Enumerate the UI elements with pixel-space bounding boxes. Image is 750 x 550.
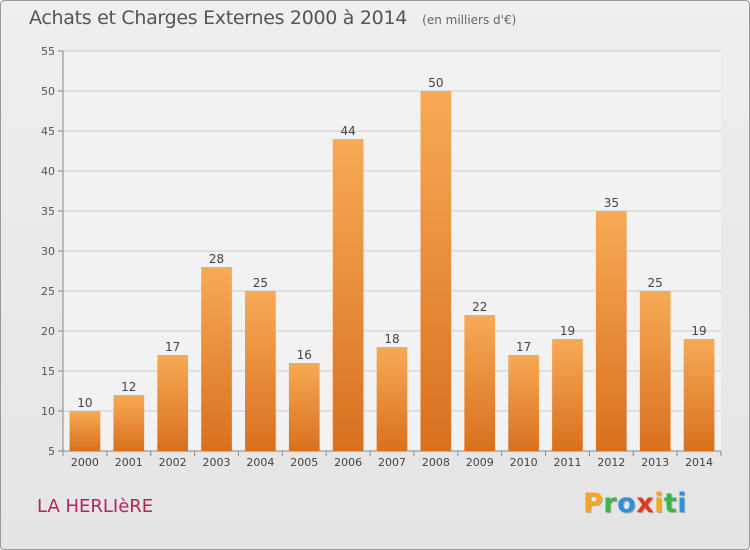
logo-letter: i: [677, 488, 688, 519]
data-label-2001: 12: [121, 380, 136, 394]
data-label-2004: 25: [253, 276, 268, 290]
x-tick-label-2011: 2011: [553, 456, 581, 469]
chart-unit: (en milliers d'€): [422, 13, 517, 27]
bar-2001: [113, 395, 145, 451]
data-label-2006: 44: [340, 124, 355, 138]
y-tick-label: 55: [41, 45, 55, 58]
labels: 10 2000 12 2001 17 2002 28 2003 25 2004 16 2005 44 20…: [71, 76, 713, 469]
data-label-2007: 18: [384, 332, 399, 346]
logo-letter: x: [636, 488, 655, 519]
y-tick-label: 5: [48, 445, 55, 458]
bar-2009: [464, 315, 496, 451]
bar-2000: [69, 411, 101, 451]
logo-letter: i: [654, 488, 664, 519]
bar-2003: [201, 267, 232, 451]
x-tick-label-2013: 2013: [641, 456, 669, 469]
chart-title-row: Achats et Charges Externes 2000 à 2014 (…: [29, 7, 516, 29]
x-tick-label-2004: 2004: [246, 456, 274, 469]
y-tick-label: 15: [41, 365, 55, 378]
bar-2010: [508, 355, 539, 451]
bar-2002: [157, 355, 189, 451]
x-tick-label-2008: 2008: [422, 456, 450, 469]
logo-letter: t: [663, 488, 678, 519]
commune-name: LA HERLIèRE: [37, 496, 154, 517]
bar-2004: [245, 291, 276, 451]
data-label-2010: 17: [516, 340, 531, 354]
data-label-2003: 28: [209, 252, 224, 266]
bar-2012: [595, 211, 627, 451]
x-tick-label-2001: 2001: [115, 456, 143, 469]
chart-title: Achats et Charges Externes 2000 à 2014: [29, 7, 408, 29]
bar-2006: [332, 139, 364, 451]
y-tick-label: 30: [41, 245, 55, 258]
data-label-2000: 10: [77, 396, 92, 410]
y-tick-label: 50: [41, 85, 55, 98]
y-tick-label: 45: [41, 125, 55, 138]
logo-letter: r: [603, 488, 618, 519]
bars: [69, 91, 715, 451]
data-label-2013: 25: [648, 276, 663, 290]
bar-2014: [683, 339, 715, 451]
proxiti-logo[interactable]: Proxiti: [583, 488, 687, 519]
y-tick-label: 40: [41, 165, 55, 178]
bar-2008: [420, 91, 452, 451]
logo-letter: o: [617, 488, 637, 519]
bar-2013: [639, 291, 671, 451]
data-label-2008: 50: [428, 76, 443, 90]
x-tick-label-2005: 2005: [290, 456, 318, 469]
y-tick-label: 35: [41, 205, 55, 218]
x-tick-label-2002: 2002: [159, 456, 187, 469]
x-tick-label-2014: 2014: [685, 456, 713, 469]
data-label-2005: 16: [297, 348, 312, 362]
y-tick-label: 10: [41, 405, 55, 418]
x-tick-label-2009: 2009: [466, 456, 494, 469]
x-tick-label-2012: 2012: [597, 456, 625, 469]
bar-2011: [552, 339, 583, 451]
data-label-2009: 22: [472, 300, 487, 314]
y-tick-label: 20: [41, 325, 55, 338]
bar-2007: [376, 347, 408, 451]
bar-2005: [288, 363, 320, 451]
y-tick-label: 25: [41, 285, 55, 298]
data-label-2014: 19: [691, 324, 706, 338]
data-label-2011: 19: [560, 324, 575, 338]
x-tick-label-2000: 2000: [71, 456, 99, 469]
x-tick-label-2010: 2010: [510, 456, 538, 469]
data-label-2012: 35: [604, 196, 619, 210]
x-tick-label-2007: 2007: [378, 456, 406, 469]
data-label-2002: 17: [165, 340, 180, 354]
logo-letter: P: [583, 488, 604, 519]
x-tick-label-2003: 2003: [203, 456, 231, 469]
x-tick-label-2006: 2006: [334, 456, 362, 469]
